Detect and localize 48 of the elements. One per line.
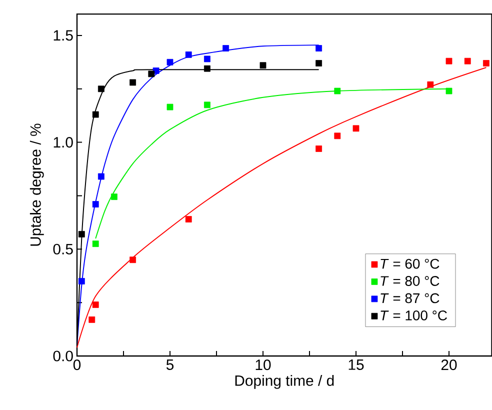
- x-axis-title: Doping time / d: [235, 374, 334, 389]
- point: [185, 216, 192, 222]
- point: [316, 146, 322, 152]
- y-tick-label: 0.0: [53, 350, 73, 362]
- point: [334, 132, 341, 140]
- point: [78, 230, 85, 238]
- legend-label: T = 60 °C: [380, 258, 440, 269]
- point: [427, 81, 434, 88]
- point: [352, 125, 360, 132]
- point: [78, 278, 85, 284]
- point: [446, 88, 452, 94]
- point: [98, 173, 104, 180]
- point: [92, 240, 99, 248]
- point: [464, 58, 471, 64]
- x-tick-label: 20: [441, 360, 457, 370]
- point: [446, 58, 452, 64]
- point: [166, 104, 174, 110]
- x-tick-label: 5: [166, 360, 174, 370]
- point: [98, 86, 104, 92]
- point: [204, 102, 210, 108]
- point: [130, 79, 136, 86]
- point: [260, 62, 266, 69]
- y-tick-label: 1.5: [54, 30, 73, 41]
- point: [166, 58, 174, 66]
- x-tick-label: 0: [73, 360, 81, 370]
- legend-label: T = 80 °C: [380, 276, 440, 286]
- point: [222, 45, 229, 52]
- point: [130, 256, 136, 264]
- point: [316, 45, 322, 52]
- y-axis-title: Uptake degree / %: [30, 124, 44, 246]
- x-tick-label: 10: [256, 360, 271, 370]
- point: [316, 60, 322, 66]
- point: [204, 65, 210, 72]
- point: [148, 70, 155, 78]
- point: [92, 111, 99, 118]
- point: [204, 56, 210, 62]
- legend-label: T = 87 °C: [380, 293, 440, 304]
- y-tick-label: 0.5: [53, 244, 73, 254]
- point: [483, 60, 490, 66]
- point: [88, 316, 96, 323]
- x-tick-label: 15: [348, 360, 364, 370]
- point: [334, 88, 341, 94]
- point: [92, 302, 99, 308]
- point: [92, 201, 99, 208]
- point: [111, 194, 118, 200]
- y-tick-label: 1.0: [54, 137, 73, 148]
- legend-label: T = 100 °C: [380, 310, 447, 320]
- point: [185, 51, 192, 58]
